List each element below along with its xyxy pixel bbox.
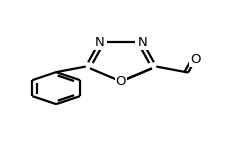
Text: O: O	[116, 75, 126, 88]
Text: N: N	[94, 36, 104, 49]
Text: O: O	[190, 53, 201, 66]
Text: N: N	[138, 36, 148, 49]
